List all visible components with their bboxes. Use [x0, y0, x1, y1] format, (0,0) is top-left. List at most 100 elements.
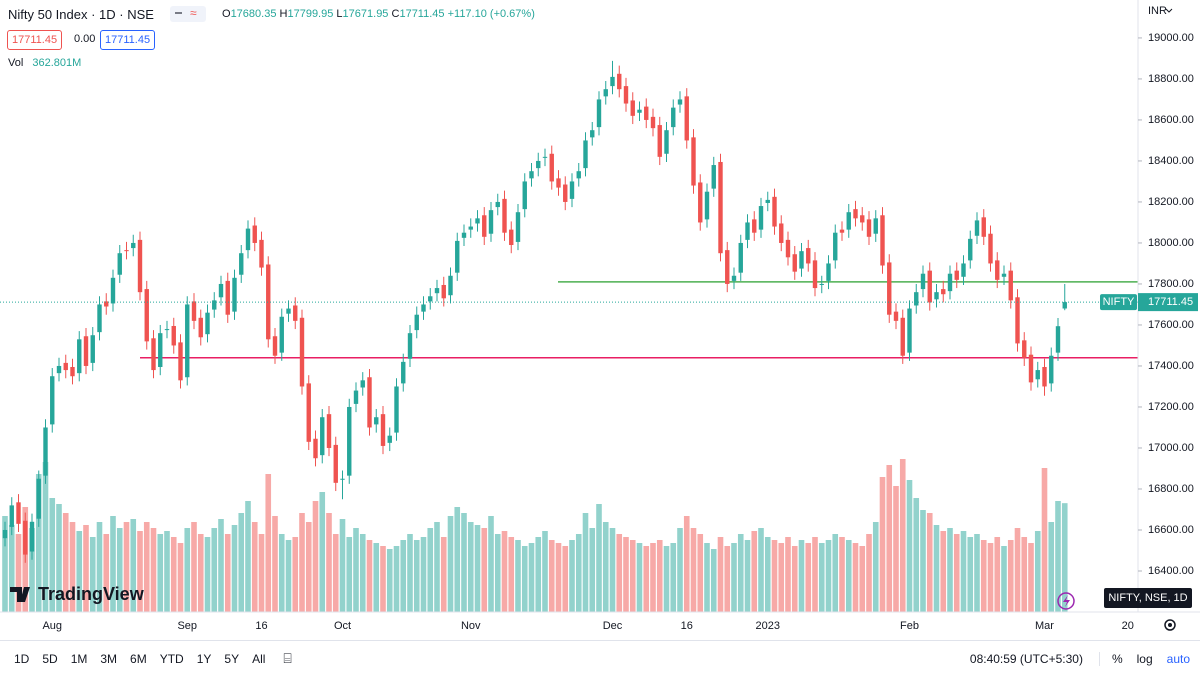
volume-bar — [771, 540, 778, 612]
candle-body — [765, 199, 770, 203]
volume-bar — [299, 513, 305, 612]
candle-body — [610, 76, 615, 87]
candle-body — [988, 233, 993, 264]
volume-bar — [886, 465, 893, 612]
y-tick-label: 18400.00 — [1148, 155, 1194, 167]
candle-body — [164, 329, 170, 331]
volume-bar — [245, 501, 251, 612]
auto-toggle[interactable]: auto — [1166, 651, 1190, 666]
range-button[interactable]: 3M — [100, 651, 118, 666]
volume-layer — [2, 459, 1068, 612]
sell-price[interactable]: 17711.45 — [7, 30, 63, 50]
volume-bar — [812, 537, 818, 612]
volume-bar — [123, 522, 130, 612]
candle-body — [448, 275, 453, 296]
volume-bar — [913, 498, 920, 612]
candle-body — [900, 317, 905, 356]
volume-bar — [332, 534, 339, 612]
ohlc-legend: O17680.35 H17799.95 L17671.95 C17711.45 … — [222, 8, 535, 20]
range-button[interactable]: YTD — [159, 651, 184, 666]
change: +117.10 — [447, 8, 487, 20]
volume-bar — [859, 546, 866, 612]
volume-bar — [407, 534, 413, 612]
candle-body — [920, 273, 926, 290]
indicator-badges[interactable]: ≈ — [170, 6, 206, 22]
candle-body — [77, 339, 82, 374]
candle-body — [995, 260, 1000, 280]
range-button[interactable]: 1D — [14, 651, 30, 666]
volume-bar — [535, 537, 542, 612]
range-button[interactable]: 1M — [70, 651, 88, 666]
candle-body — [320, 417, 325, 456]
buy-price[interactable]: 17711.45 — [100, 30, 156, 50]
candle-body — [23, 520, 28, 555]
volume-bar — [467, 522, 474, 612]
volume-bar — [899, 459, 906, 612]
candle-body — [704, 191, 710, 220]
volume-bar — [791, 546, 798, 612]
candle-body — [374, 417, 379, 425]
volume-bar — [515, 540, 521, 612]
toolbar: 1D 5D 1M 3M 6M YTD 1Y 5Y All ⌸ 08:40:59 (UTC+5:3… — [0, 640, 1200, 675]
volume-bar — [56, 504, 62, 612]
candle-body — [718, 161, 723, 254]
volume-bar — [238, 513, 245, 612]
volume-bar — [623, 537, 629, 612]
candle-body — [833, 232, 838, 261]
event-icon[interactable] — [1057, 592, 1075, 610]
candle-body — [772, 196, 777, 227]
volume-bar — [704, 543, 710, 612]
candle-body — [353, 390, 359, 404]
settings-icon[interactable] — [1164, 619, 1176, 631]
candle-body — [198, 317, 203, 338]
volume-bar — [656, 540, 663, 612]
volume-bar — [1055, 501, 1061, 612]
ohlc-value: 17680.35 — [230, 8, 277, 20]
candle-body — [191, 301, 197, 321]
candle-body — [104, 301, 109, 307]
gear[interactable] — [1164, 619, 1176, 631]
candle-body — [745, 222, 750, 240]
candle-body — [1028, 354, 1034, 383]
volume-bar — [562, 546, 569, 612]
volume-bar — [737, 534, 744, 612]
candle-body — [50, 376, 55, 425]
range-button[interactable]: 6M — [130, 651, 147, 666]
candle-body — [394, 386, 399, 433]
spread: 0.00 — [74, 33, 96, 45]
date-range-icon[interactable]: ⌸ — [283, 650, 292, 666]
candle-body — [1035, 370, 1040, 380]
range-button[interactable]: 5D — [42, 651, 58, 666]
volume-bar — [218, 519, 224, 612]
candle-body — [117, 253, 122, 275]
volume-bar — [285, 540, 292, 612]
volume-bar — [596, 504, 602, 612]
volume-bar — [636, 543, 643, 612]
event-bolt — [1063, 595, 1070, 607]
candle-body — [758, 206, 764, 230]
volume-bar — [359, 534, 366, 612]
range-button[interactable]: 5Y — [224, 651, 240, 666]
watermark-logo — [10, 587, 30, 602]
candle-body — [488, 210, 494, 234]
y-tick-label: 18200.00 — [1148, 196, 1194, 208]
candle-body — [461, 232, 467, 238]
candle-body — [664, 130, 669, 154]
candle-body — [56, 365, 62, 374]
volume-bar — [380, 546, 386, 612]
y-tick-label: 17200.00 — [1148, 401, 1194, 413]
log-toggle[interactable]: log — [1136, 651, 1153, 666]
volume-bar — [211, 528, 218, 612]
candle-body — [70, 366, 75, 377]
range-button[interactable]: 1Y — [196, 651, 212, 666]
volume-bar — [920, 510, 926, 612]
candle-body — [272, 336, 278, 356]
candle-body — [218, 283, 224, 298]
y-tick-label: 19000.00 — [1148, 32, 1194, 44]
percent-toggle[interactable]: % — [1098, 651, 1123, 666]
candle-body — [644, 106, 649, 120]
currency[interactable]: INR — [1148, 5, 1167, 17]
range-button[interactable]: All — [252, 651, 266, 666]
candle-body — [414, 314, 419, 331]
volume-bar — [832, 534, 839, 612]
